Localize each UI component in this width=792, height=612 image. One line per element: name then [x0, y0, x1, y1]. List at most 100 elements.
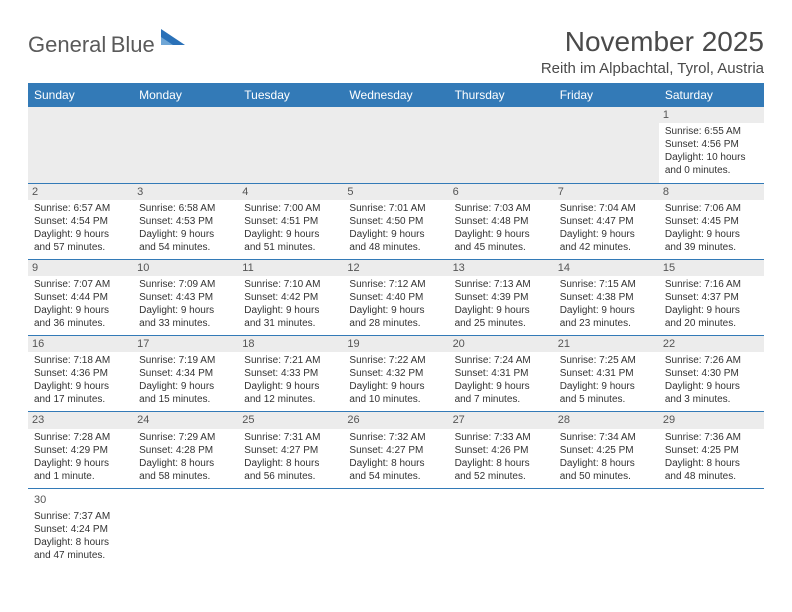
day-d2: and 48 minutes. [665, 470, 758, 483]
day-d1: Daylight: 9 hours [665, 228, 758, 241]
day-header: Tuesday [238, 83, 343, 107]
calendar-cell: 29Sunrise: 7:36 AMSunset: 4:25 PMDayligh… [659, 412, 764, 488]
day-number: 2 [28, 184, 133, 200]
day-sunset: Sunset: 4:47 PM [560, 215, 653, 228]
day-d1: Daylight: 9 hours [665, 380, 758, 393]
day-sunrise: Sunrise: 7:15 AM [560, 278, 653, 291]
day-sunset: Sunset: 4:30 PM [665, 367, 758, 380]
calendar-cell: 10Sunrise: 7:09 AMSunset: 4:43 PMDayligh… [133, 259, 238, 335]
day-d1: Daylight: 9 hours [34, 380, 127, 393]
day-sunrise: Sunrise: 7:01 AM [349, 202, 442, 215]
day-d2: and 31 minutes. [244, 317, 337, 330]
calendar-body: 1Sunrise: 6:55 AMSunset: 4:56 PMDaylight… [28, 107, 764, 567]
day-sunset: Sunset: 4:39 PM [455, 291, 548, 304]
day-sunset: Sunset: 4:45 PM [665, 215, 758, 228]
day-sunset: Sunset: 4:37 PM [665, 291, 758, 304]
day-header: Monday [133, 83, 238, 107]
day-sunset: Sunset: 4:36 PM [34, 367, 127, 380]
day-sunrise: Sunrise: 7:16 AM [665, 278, 758, 291]
calendar-cell [133, 488, 238, 567]
day-number: 8 [659, 184, 764, 200]
day-sunset: Sunset: 4:50 PM [349, 215, 442, 228]
calendar-cell [238, 107, 343, 183]
day-number: 26 [343, 412, 448, 428]
calendar-cell: 1Sunrise: 6:55 AMSunset: 4:56 PMDaylight… [659, 107, 764, 183]
day-sunrise: Sunrise: 7:22 AM [349, 354, 442, 367]
day-sunrise: Sunrise: 7:21 AM [244, 354, 337, 367]
logo-text-general: General [28, 32, 106, 57]
day-sunset: Sunset: 4:56 PM [665, 138, 758, 151]
day-d1: Daylight: 10 hours [665, 151, 758, 164]
day-d2: and 57 minutes. [34, 241, 127, 254]
day-sunrise: Sunrise: 7:19 AM [139, 354, 232, 367]
calendar-cell: 8 Sunrise: 7:06 AMSunset: 4:45 PMDaylight… [659, 183, 764, 259]
day-number: 12 [343, 260, 448, 276]
day-number: 24 [133, 412, 238, 428]
calendar-row: 23Sunrise: 7:28 AMSunset: 4:29 PMDayligh… [28, 412, 764, 488]
calendar-cell: 27Sunrise: 7:33 AMSunset: 4:26 PMDayligh… [449, 412, 554, 488]
title-block: November 2025 Reith im Alpbachtal, Tyrol… [541, 26, 764, 77]
day-number: 15 [659, 260, 764, 276]
day-number: 20 [449, 336, 554, 352]
calendar-cell [238, 488, 343, 567]
page-title: November 2025 [541, 26, 764, 58]
day-d1: Daylight: 9 hours [139, 228, 232, 241]
day-d1: Daylight: 9 hours [455, 380, 548, 393]
day-number: 1 [659, 107, 764, 123]
day-sunset: Sunset: 4:25 PM [560, 444, 653, 457]
day-header: Sunday [28, 83, 133, 107]
day-sunset: Sunset: 4:29 PM [34, 444, 127, 457]
day-d2: and 3 minutes. [665, 393, 758, 406]
day-sunset: Sunset: 4:27 PM [349, 444, 442, 457]
day-sunset: Sunset: 4:31 PM [455, 367, 548, 380]
day-number: 19 [343, 336, 448, 352]
day-number: 11 [238, 260, 343, 276]
day-sunset: Sunset: 4:28 PM [139, 444, 232, 457]
day-d2: and 15 minutes. [139, 393, 232, 406]
calendar-row: 2Sunrise: 6:57 AMSunset: 4:54 PMDaylight… [28, 183, 764, 259]
day-number: 4 [238, 184, 343, 200]
day-d2: and 54 minutes. [139, 241, 232, 254]
day-sunrise: Sunrise: 7:33 AM [455, 431, 548, 444]
day-sunrise: Sunrise: 7:25 AM [560, 354, 653, 367]
calendar-cell: 28Sunrise: 7:34 AMSunset: 4:25 PMDayligh… [554, 412, 659, 488]
calendar-row: 16Sunrise: 7:18 AMSunset: 4:36 PMDayligh… [28, 336, 764, 412]
day-sunrise: Sunrise: 7:03 AM [455, 202, 548, 215]
day-d2: and 56 minutes. [244, 470, 337, 483]
calendar-header-row: Sunday Monday Tuesday Wednesday Thursday… [28, 83, 764, 107]
day-d2: and 47 minutes. [34, 549, 127, 562]
day-d1: Daylight: 9 hours [665, 304, 758, 317]
day-sunset: Sunset: 4:24 PM [34, 523, 127, 536]
calendar-cell [343, 488, 448, 567]
day-d2: and 7 minutes. [455, 393, 548, 406]
day-header: Saturday [659, 83, 764, 107]
day-d2: and 39 minutes. [665, 241, 758, 254]
calendar-cell: 17Sunrise: 7:19 AMSunset: 4:34 PMDayligh… [133, 336, 238, 412]
day-d2: and 42 minutes. [560, 241, 653, 254]
day-d2: and 36 minutes. [34, 317, 127, 330]
day-d2: and 58 minutes. [139, 470, 232, 483]
day-d1: Daylight: 8 hours [34, 536, 127, 549]
day-sunrise: Sunrise: 7:06 AM [665, 202, 758, 215]
day-d1: Daylight: 9 hours [139, 304, 232, 317]
calendar-row: 1Sunrise: 6:55 AMSunset: 4:56 PMDaylight… [28, 107, 764, 183]
day-sunrise: Sunrise: 7:29 AM [139, 431, 232, 444]
day-sunrise: Sunrise: 7:36 AM [665, 431, 758, 444]
day-header: Wednesday [343, 83, 448, 107]
calendar-cell: 15 Sunrise: 7:16 AMSunset: 4:37 PMDayligh… [659, 259, 764, 335]
day-d1: Daylight: 8 hours [139, 457, 232, 470]
day-sunset: Sunset: 4:54 PM [34, 215, 127, 228]
calendar-cell: 3Sunrise: 6:58 AMSunset: 4:53 PMDaylight… [133, 183, 238, 259]
page-subtitle: Reith im Alpbachtal, Tyrol, Austria [541, 60, 764, 77]
calendar-cell: 2Sunrise: 6:57 AMSunset: 4:54 PMDaylight… [28, 183, 133, 259]
day-d2: and 45 minutes. [455, 241, 548, 254]
day-number: 6 [449, 184, 554, 200]
day-d2: and 33 minutes. [139, 317, 232, 330]
day-sunset: Sunset: 4:27 PM [244, 444, 337, 457]
day-d2: and 12 minutes. [244, 393, 337, 406]
calendar-cell: 22Sunrise: 7:26 AMSunset: 4:30 PMDayligh… [659, 336, 764, 412]
day-number: 10 [133, 260, 238, 276]
calendar-cell: 7Sunrise: 7:04 AMSunset: 4:47 PMDaylight… [554, 183, 659, 259]
calendar-cell: 20Sunrise: 7:24 AMSunset: 4:31 PMDayligh… [449, 336, 554, 412]
logo: General Blue [28, 26, 189, 57]
